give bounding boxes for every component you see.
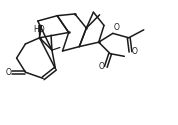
Text: O: O bbox=[114, 24, 120, 32]
Text: HO: HO bbox=[33, 25, 45, 34]
Text: O: O bbox=[131, 47, 137, 56]
Text: O: O bbox=[5, 68, 11, 77]
Text: O: O bbox=[98, 62, 104, 71]
Polygon shape bbox=[39, 25, 41, 38]
